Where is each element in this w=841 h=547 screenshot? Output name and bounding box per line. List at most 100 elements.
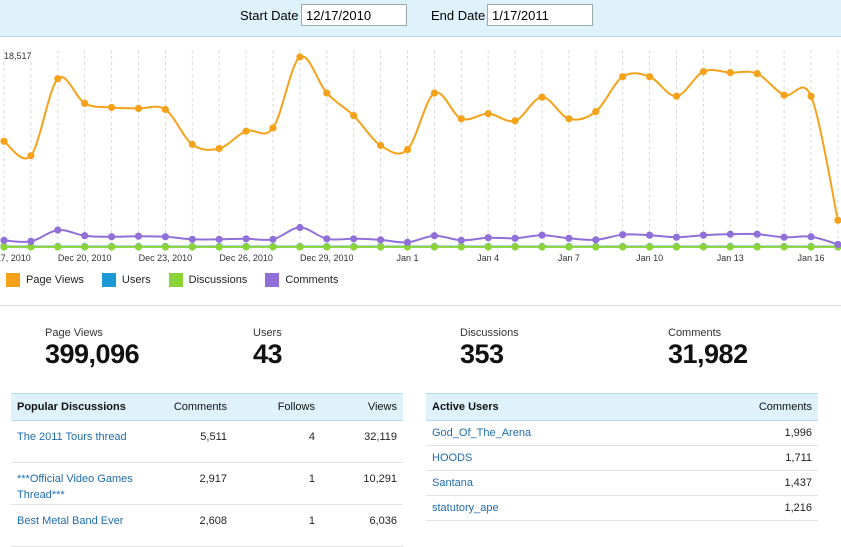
data-point-comments xyxy=(780,233,788,241)
data-point-discussions xyxy=(780,243,788,251)
data-point-discussions xyxy=(54,243,62,251)
x-tick-label: Jan 10 xyxy=(636,253,663,263)
data-point-comments xyxy=(269,235,277,243)
series-line-comments xyxy=(3,226,839,246)
discussion-comments: 5,511 xyxy=(151,420,233,463)
stat-comments: Comments 31,982 xyxy=(668,327,748,370)
traffic-line-chart: 18,517 Dec 17, 2010 Dec 20, 2010 Dec 23, 20… xyxy=(0,50,841,263)
discussion-link[interactable]: Best Metal Band Ever xyxy=(17,515,124,527)
data-point-discussions xyxy=(215,243,223,251)
table-header-row: Popular Discussions Comments Follows Vie… xyxy=(11,393,403,421)
data-point-comments xyxy=(565,234,573,242)
data-point-comments xyxy=(834,240,841,249)
data-point-discussions xyxy=(699,243,708,251)
column-header-comments[interactable]: Comments xyxy=(151,393,233,421)
x-tick-label: Dec 26, 2010 xyxy=(219,253,273,263)
data-point-comments xyxy=(538,231,546,239)
data-point-discussions xyxy=(538,243,546,251)
discussion-follows: 4 xyxy=(233,420,321,463)
stat-value: 399,096 xyxy=(45,339,140,369)
data-point-page-views xyxy=(242,127,250,135)
data-point-page-views xyxy=(215,144,223,153)
data-point-comments xyxy=(619,231,627,239)
data-point-page-views xyxy=(0,137,8,145)
data-point-comments xyxy=(646,231,654,239)
end-date-input[interactable] xyxy=(487,4,593,26)
data-point-discussions xyxy=(592,243,600,251)
start-date-input[interactable] xyxy=(301,4,407,26)
user-link[interactable]: Santana xyxy=(432,477,473,489)
stat-discussions: Discussions 353 xyxy=(460,327,519,370)
data-point-page-views xyxy=(565,115,573,123)
data-point-page-views xyxy=(457,115,465,123)
legend-item-page-views[interactable]: Page Views xyxy=(6,273,84,287)
data-point-page-views xyxy=(699,67,708,76)
user-link[interactable]: God_Of_The_Arena xyxy=(432,427,532,439)
data-point-page-views xyxy=(430,89,438,97)
data-point-page-views xyxy=(296,53,304,61)
data-point-comments xyxy=(134,232,143,240)
x-tick-label: Dec 17, 2010 xyxy=(0,253,31,263)
stat-label: Discussions xyxy=(460,327,519,339)
discussion-link[interactable]: The 2011 Tours thread xyxy=(17,431,127,443)
legend-label: Users xyxy=(121,274,151,286)
user-link[interactable]: HOODS xyxy=(432,452,473,464)
legend-swatch-comments xyxy=(265,273,280,287)
data-point-discussions xyxy=(0,243,8,251)
legend-swatch-page-views xyxy=(6,273,20,287)
legend-label: Page Views xyxy=(26,274,84,286)
data-point-page-views xyxy=(323,89,331,97)
x-tick-label: Jan 4 xyxy=(477,253,499,263)
table-row: God_Of_The_Arena 1,996 xyxy=(426,420,818,446)
data-point-page-views xyxy=(161,105,169,114)
data-point-discussions xyxy=(188,243,196,251)
x-tick-label: Jan 16 xyxy=(797,253,824,263)
data-point-page-views xyxy=(484,110,492,118)
data-point-discussions xyxy=(672,243,681,251)
user-comments: 1,996 xyxy=(686,420,818,446)
column-header-comments[interactable]: Comments xyxy=(686,393,818,421)
legend-item-discussions[interactable]: Discussions xyxy=(168,273,247,287)
data-point-discussions xyxy=(350,243,358,251)
data-point-comments xyxy=(323,235,331,243)
data-point-page-views xyxy=(780,91,788,99)
data-point-comments xyxy=(430,232,438,240)
legend-swatch-users xyxy=(101,273,116,287)
stat-value: 31,982 xyxy=(668,339,748,369)
data-point-page-views xyxy=(134,104,143,113)
data-point-discussions xyxy=(619,243,627,251)
stat-page-views: Page Views 399,096 xyxy=(45,327,140,370)
data-point-discussions xyxy=(161,243,169,251)
data-point-comments xyxy=(699,231,708,239)
table-row: ***Official Video Games Thread*** 2,917 … xyxy=(11,462,403,505)
data-point-discussions xyxy=(81,243,89,251)
discussion-link[interactable]: ***Official Video Games Thread*** xyxy=(17,473,133,501)
data-point-comments xyxy=(242,235,250,243)
data-point-discussions xyxy=(457,243,465,251)
column-header-follows[interactable]: Follows xyxy=(233,393,321,421)
data-point-page-views xyxy=(188,140,196,148)
legend-item-comments[interactable]: Comments xyxy=(265,273,339,287)
data-point-page-views xyxy=(27,152,35,160)
data-point-page-views xyxy=(646,73,654,81)
data-point-page-views xyxy=(350,112,358,120)
stat-value: 353 xyxy=(460,339,504,369)
data-point-page-views xyxy=(726,68,734,77)
data-point-comments xyxy=(807,233,815,241)
data-point-comments xyxy=(108,233,116,241)
legend-label: Comments xyxy=(285,274,339,286)
data-point-page-views xyxy=(377,141,385,150)
data-point-discussions xyxy=(511,243,519,251)
discussion-views: 32,119 xyxy=(321,420,403,463)
table-row: HOODS 1,711 xyxy=(426,445,818,471)
user-comments: 1,437 xyxy=(686,470,818,496)
data-point-discussions xyxy=(484,243,492,251)
user-link[interactable]: statutory_ape xyxy=(432,502,499,514)
data-point-discussions xyxy=(269,243,277,251)
legend-item-users[interactable]: Users xyxy=(101,273,151,287)
data-point-page-views xyxy=(54,75,62,83)
data-point-comments xyxy=(296,223,304,232)
column-header-views[interactable]: Views xyxy=(321,393,403,421)
data-point-comments xyxy=(215,235,223,243)
x-tick-label: Dec 20, 2010 xyxy=(58,253,112,263)
